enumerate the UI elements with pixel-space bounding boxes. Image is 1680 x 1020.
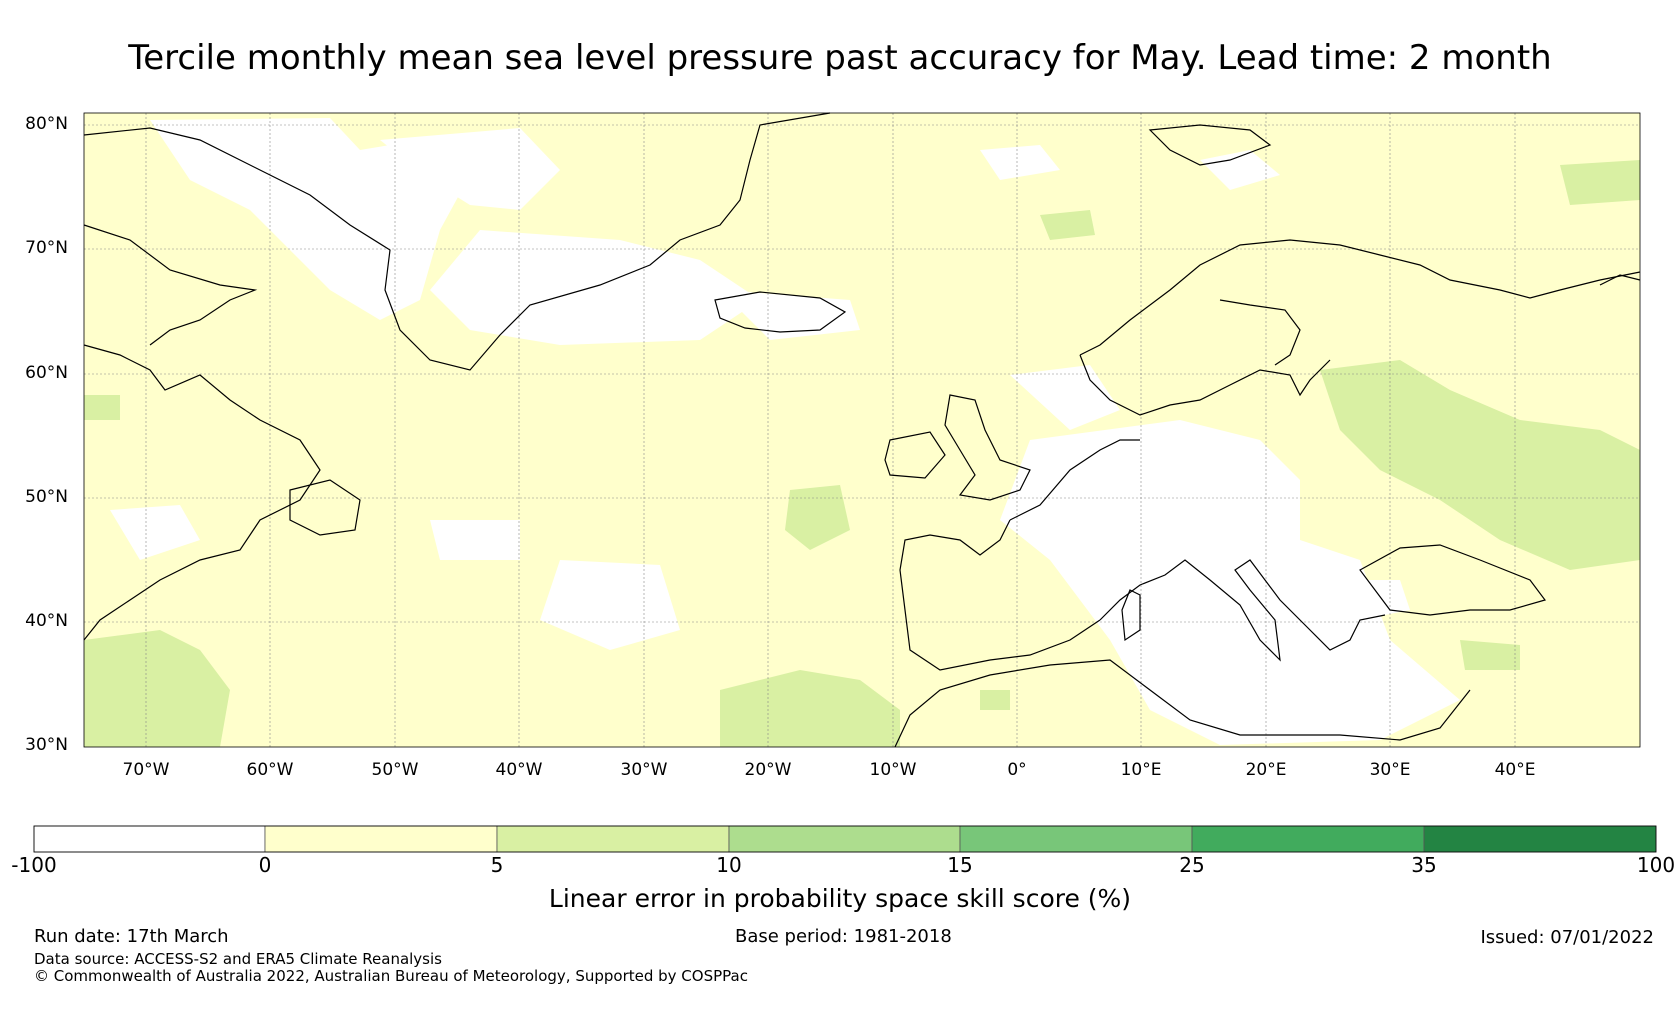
low-skill-regions (84, 160, 1640, 747)
negative-skill-regions (110, 118, 1460, 745)
ireland-coast (884, 431, 946, 479)
colorbar-swatch-1 (33, 825, 266, 853)
colorbar-tick: 10 (716, 853, 742, 877)
data-source: Data source: ACCESS-S2 and ERA5 Climate … (34, 950, 442, 968)
colorbar-tick: 5 (490, 853, 504, 877)
lat-label: 40°N (25, 611, 68, 631)
great-britain-coast (944, 394, 1031, 501)
colorbar (33, 825, 1657, 853)
copyright: © Commonwealth of Australia 2022, Austra… (34, 967, 748, 985)
graticule (84, 113, 1640, 747)
baffin-coast (83, 224, 258, 346)
colorbar-frame (33, 825, 1657, 853)
lon-label: 40°E (1494, 760, 1536, 780)
colorbar-tick: 35 (1411, 853, 1437, 877)
scandinavia-coast (1079, 239, 1641, 356)
lat-label: 60°N (25, 363, 68, 383)
issued-date: Issued: 07/01/2022 (1480, 927, 1654, 948)
labrador-coast (83, 344, 321, 641)
colorbar-swatch-3 (496, 825, 730, 853)
map-frame (83, 112, 1641, 748)
kola-coast (1599, 274, 1641, 286)
lat-label: 50°N (25, 487, 68, 507)
colorbar-title: Linear error in probability space skill … (548, 884, 1132, 913)
colorbar-swatch-5 (959, 825, 1193, 853)
colorbar-swatch-4 (728, 825, 961, 853)
base-period: Base period: 1981-2018 (735, 926, 952, 947)
lon-label: 70°W (122, 760, 170, 780)
lat-label: 70°N (25, 238, 68, 258)
colorbar-tick: 15 (947, 853, 973, 877)
europe-west-coast (899, 519, 1101, 671)
iceland-coast (714, 291, 847, 333)
newfoundland-coast (289, 479, 361, 536)
colorbar-tick: 25 (1179, 853, 1205, 877)
svalbard-coast (1148, 124, 1272, 166)
lon-label: 60°W (246, 760, 294, 780)
lat-label: 80°N (25, 114, 68, 134)
lon-label: 0° (1007, 760, 1027, 780)
lon-label: 10°E (1120, 760, 1162, 780)
lon-label: 20°W (744, 760, 792, 780)
lat-label: 30°N (25, 735, 68, 755)
colorbar-tick: 100 (1636, 853, 1676, 877)
colorbar-swatch-2 (264, 825, 498, 853)
run-date: Run date: 17th March (34, 926, 229, 947)
colorbar-tick: -100 (11, 853, 57, 877)
mediterranean-north-coast (1099, 559, 1386, 662)
north-africa-coast (894, 659, 1471, 748)
colorbar-swatch-7 (1423, 825, 1657, 853)
north-sea-coast (1009, 439, 1140, 521)
corsica-sardinia (1121, 589, 1141, 642)
lon-label: 30°W (620, 760, 668, 780)
colorbar-swatch-6 (1191, 825, 1425, 853)
bothnia-coast (1219, 299, 1301, 366)
colorbar-tick: 0 (258, 853, 272, 877)
baltic-coast (1079, 354, 1331, 416)
greenland-coast (83, 112, 831, 371)
lon-label: 40°W (495, 760, 543, 780)
lon-label: 20°E (1245, 760, 1287, 780)
lon-label: 10°W (869, 760, 917, 780)
map-title: Tercile monthly mean sea level pressure … (128, 38, 1552, 78)
lon-label: 30°E (1369, 760, 1411, 780)
black-sea-coast (1359, 544, 1547, 616)
lon-label: 50°W (371, 760, 419, 780)
coastlines (83, 112, 1641, 748)
